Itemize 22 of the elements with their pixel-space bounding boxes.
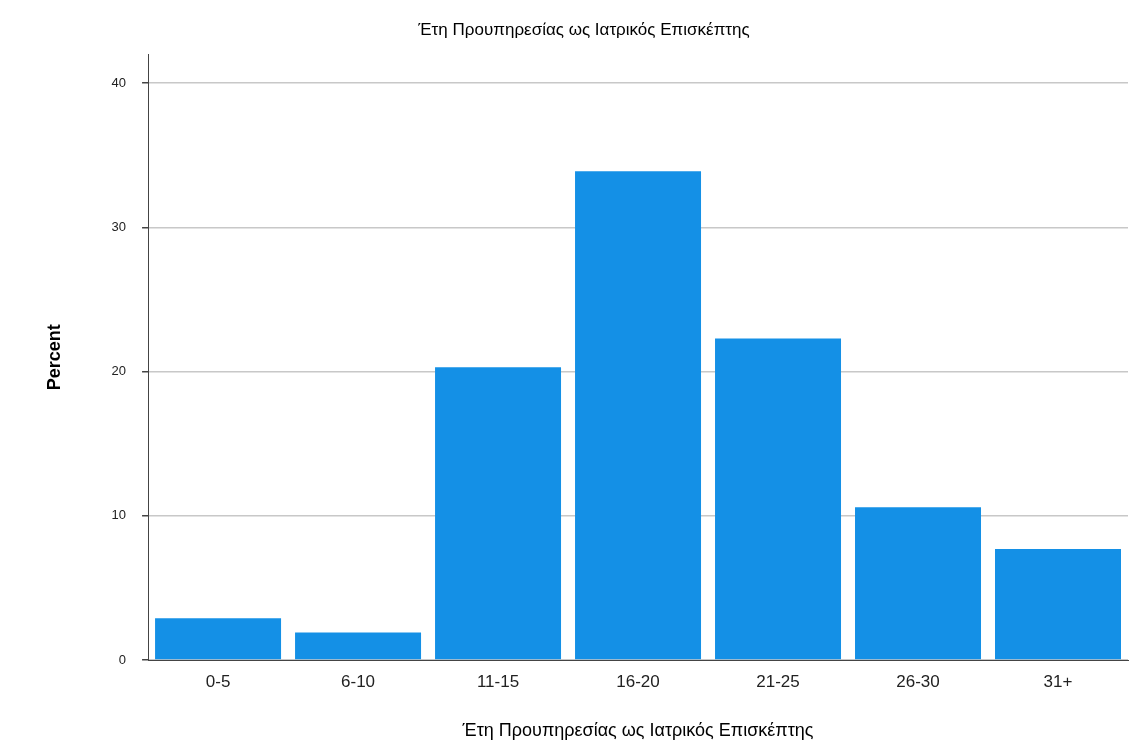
y-tick-label: 0 xyxy=(118,651,127,667)
y-tick-label: 10 xyxy=(111,507,127,523)
x-tick-label: 0-5 xyxy=(205,671,231,691)
x-tick-label: 11-15 xyxy=(476,671,520,691)
y-axis-title: Percent xyxy=(43,324,64,391)
x-axis-title: Έτη Προυπηρεσίας ως Ιατρικός Επισκέπτης xyxy=(461,720,814,741)
y-tick-label: 30 xyxy=(111,219,127,235)
bar xyxy=(155,618,282,660)
x-tick-label: 16-20 xyxy=(616,671,660,691)
x-tick-label: 6-10 xyxy=(341,671,376,691)
bar xyxy=(295,632,422,660)
chart-title: Έτη Προυπηρεσίας ως Ιατρικός Επισκέπτης xyxy=(417,19,750,39)
x-tick-label: 31+ xyxy=(1043,671,1073,691)
bar xyxy=(715,338,842,660)
bar xyxy=(995,548,1121,660)
y-tick-label: 40 xyxy=(111,74,127,90)
bar xyxy=(855,507,982,660)
bar xyxy=(435,367,562,660)
bar xyxy=(575,171,702,660)
x-tick-label: 21-25 xyxy=(756,671,800,691)
x-tick-label: 26-30 xyxy=(896,671,940,691)
y-tick-label: 20 xyxy=(111,363,127,379)
